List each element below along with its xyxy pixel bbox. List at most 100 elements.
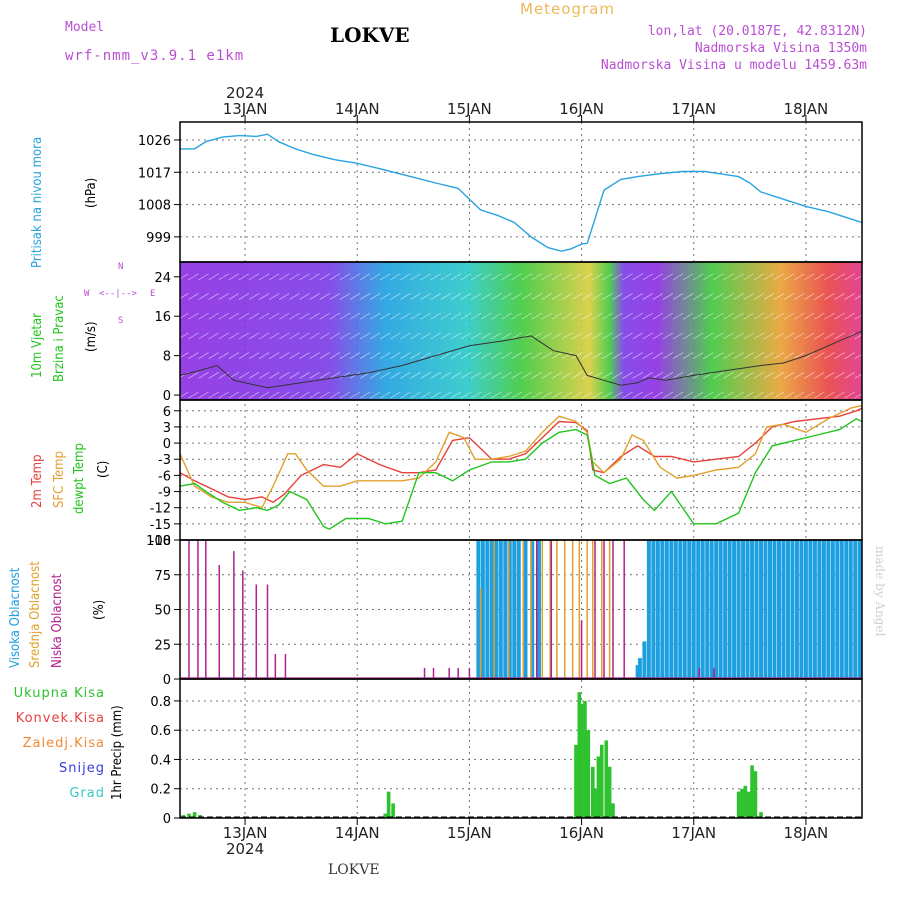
wind-arrow bbox=[440, 293, 452, 300]
cloud-bar-visoka-oblacnost bbox=[772, 540, 777, 679]
wind-arrow bbox=[279, 352, 290, 359]
legend-total-rain: Ukupna Kisa bbox=[13, 686, 105, 701]
wind-arrow bbox=[531, 391, 542, 399]
panel1-ytick-label-16: 16 bbox=[154, 310, 171, 325]
wind-arrow bbox=[561, 332, 573, 340]
wind-arrow bbox=[844, 352, 855, 359]
wind-arrow bbox=[551, 372, 563, 379]
compass-arrows: <--|--> bbox=[99, 289, 137, 299]
precip-bar-ukupna-kisa bbox=[579, 703, 584, 818]
wind-arrow bbox=[420, 391, 431, 399]
wind-arrow bbox=[763, 332, 775, 340]
wind-arrow bbox=[814, 391, 825, 399]
wind-arrow bbox=[309, 372, 320, 379]
wind-arrow bbox=[450, 391, 462, 399]
wind-arrow bbox=[258, 312, 270, 320]
wind-arrow bbox=[269, 293, 280, 300]
wind-arrow bbox=[420, 372, 431, 379]
legend-frozen-rain: Zaledj.Kisa bbox=[22, 736, 105, 751]
panel0-ytick-label-1026: 1026 bbox=[138, 134, 171, 149]
series-line-2m-temp bbox=[179, 407, 863, 504]
panel2-ytick-label-3: 3 bbox=[163, 421, 171, 436]
top-year-label: 2024 bbox=[226, 84, 264, 102]
wind-arrow bbox=[733, 372, 744, 379]
wind-arrow bbox=[602, 293, 613, 300]
wind-arrow bbox=[824, 332, 835, 340]
wind-arrow bbox=[824, 273, 835, 281]
wind-arrow bbox=[713, 273, 724, 281]
wind-arrow bbox=[571, 332, 583, 340]
wind-arrow bbox=[440, 312, 452, 320]
wind-arrow bbox=[743, 372, 754, 379]
pressure-unit: (hPa) bbox=[84, 177, 99, 208]
wind-arrow bbox=[723, 273, 734, 281]
cloud-bar-visoka-oblacnost bbox=[799, 540, 804, 679]
wind-arrow bbox=[763, 312, 775, 320]
wind-arrow bbox=[460, 332, 472, 340]
wind-arrow bbox=[228, 332, 240, 340]
precip-bar-ukupna-kisa bbox=[596, 756, 601, 818]
cloud-bar-visoka-oblacnost bbox=[785, 540, 790, 679]
wind-arrow bbox=[228, 352, 240, 359]
wind-arrow bbox=[541, 352, 553, 359]
wind-arrow bbox=[238, 312, 250, 320]
wind-arrow bbox=[491, 352, 502, 359]
wind-arrow bbox=[329, 293, 341, 300]
wind-arrow bbox=[622, 352, 633, 359]
wind-arrow bbox=[319, 352, 330, 359]
cloud-bar-visoka-oblacnost bbox=[530, 540, 535, 679]
panel4-ytick-label-0.4: 0.4 bbox=[150, 753, 171, 768]
wind-arrow bbox=[773, 332, 785, 340]
precip-bar-ukupna-kisa bbox=[583, 700, 587, 818]
wind-arrow bbox=[248, 332, 260, 340]
wind-arrow bbox=[804, 391, 815, 399]
wind-arrow bbox=[380, 332, 391, 340]
wind-arrow bbox=[753, 293, 765, 300]
panel1-ytick-label-24: 24 bbox=[154, 271, 171, 286]
cloud-bar-visoka-oblacnost bbox=[718, 540, 723, 679]
wind-arrow bbox=[854, 293, 865, 300]
wind-arrow bbox=[339, 332, 351, 340]
wind-arrow bbox=[733, 273, 744, 281]
wind-arrow bbox=[632, 273, 643, 281]
wind-arrow bbox=[854, 273, 865, 281]
wind-arrow bbox=[844, 372, 855, 379]
cloud-bar-visoka-oblacnost bbox=[727, 540, 732, 679]
wind-arrow bbox=[470, 332, 482, 340]
wind-arrow bbox=[693, 372, 704, 379]
wind-arrow bbox=[248, 312, 260, 320]
wind-arrow bbox=[672, 273, 684, 281]
cloud-bar-visoka-oblacnost bbox=[635, 665, 640, 679]
compass-west: W bbox=[84, 289, 90, 299]
wind-arrow bbox=[541, 332, 553, 340]
cloud-bar-visoka-oblacnost bbox=[812, 540, 817, 679]
wind-arrow bbox=[481, 293, 492, 300]
wind-arrow bbox=[481, 352, 492, 359]
wind-arrow bbox=[814, 273, 825, 281]
wind-arrow bbox=[481, 372, 492, 379]
wind-arrow bbox=[238, 372, 250, 379]
wind-arrow bbox=[814, 293, 825, 300]
product-title: Meteogram bbox=[520, 0, 615, 18]
wind-arrow bbox=[228, 391, 240, 399]
bottom-day-label-14JAN: 14JAN bbox=[335, 824, 380, 842]
wind-arrow bbox=[793, 273, 805, 281]
wind-arrow bbox=[218, 391, 229, 399]
wind-arrow bbox=[289, 312, 300, 320]
wind-arrow bbox=[521, 352, 532, 359]
cloud-bar-visoka-oblacnost bbox=[660, 540, 665, 679]
cloud-bar-visoka-oblacnost bbox=[732, 540, 737, 679]
wind-arrow bbox=[571, 352, 583, 359]
wind-arrow bbox=[329, 391, 341, 399]
wind-arrow bbox=[723, 312, 734, 320]
wind-arrow bbox=[208, 332, 219, 340]
wind-arrow bbox=[602, 352, 613, 359]
wind-arrow bbox=[440, 352, 452, 359]
wind-arrow bbox=[541, 391, 553, 399]
wind-arrow bbox=[652, 391, 664, 399]
top-day-label-15JAN: 15JAN bbox=[447, 100, 492, 118]
wind-arrow bbox=[440, 372, 452, 379]
wind-arrow bbox=[188, 332, 199, 340]
sfc-temp-label: SFC Temp bbox=[52, 451, 67, 508]
wind-arrow bbox=[349, 293, 361, 300]
